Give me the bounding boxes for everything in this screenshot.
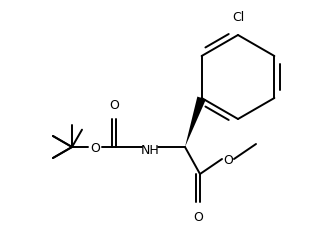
Text: O: O — [193, 210, 203, 223]
Text: NH: NH — [141, 144, 159, 157]
Text: O: O — [109, 98, 119, 112]
Text: O: O — [90, 141, 100, 154]
Text: Cl: Cl — [232, 11, 244, 24]
Polygon shape — [185, 97, 206, 147]
Text: O: O — [223, 153, 233, 166]
